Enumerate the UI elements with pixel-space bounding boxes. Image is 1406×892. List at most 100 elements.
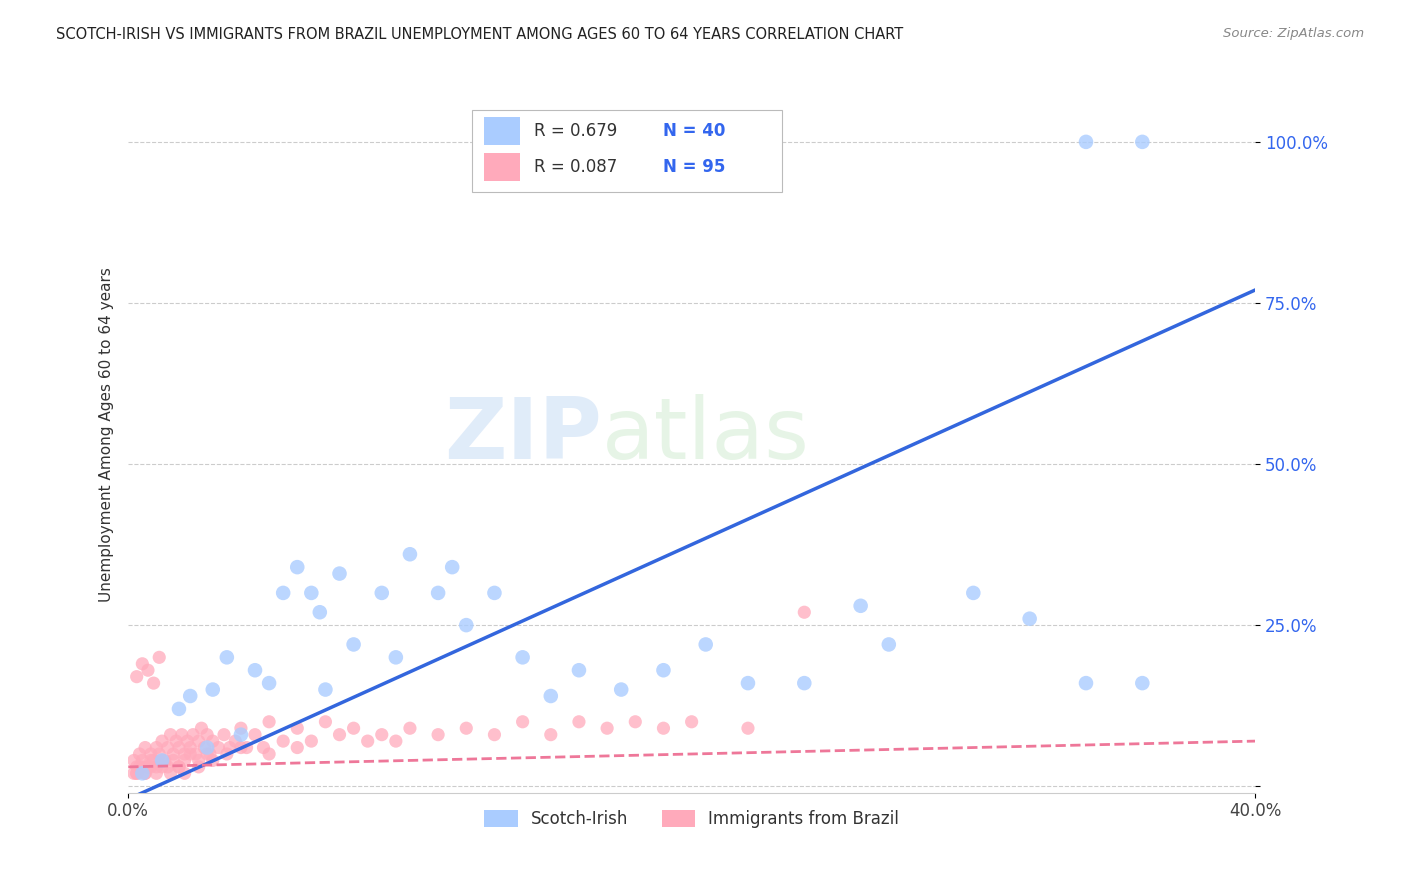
- Point: [179, 747, 201, 761]
- Point: [456, 721, 478, 735]
- Y-axis label: Unemployment Among Ages 60 to 64 years: Unemployment Among Ages 60 to 64 years: [100, 268, 114, 602]
- Point: [484, 586, 506, 600]
- Point: [484, 728, 506, 742]
- FancyBboxPatch shape: [484, 117, 520, 145]
- Point: [165, 734, 187, 748]
- Point: [170, 728, 193, 742]
- Point: [229, 721, 252, 735]
- Point: [235, 740, 257, 755]
- Point: [399, 721, 422, 735]
- Point: [441, 560, 464, 574]
- Point: [1130, 135, 1153, 149]
- Point: [218, 740, 240, 755]
- Point: [131, 766, 153, 780]
- Point: [198, 747, 221, 761]
- Point: [540, 689, 562, 703]
- Point: [229, 740, 252, 755]
- Point: [371, 586, 394, 600]
- Point: [371, 728, 394, 742]
- Point: [156, 760, 179, 774]
- Point: [328, 728, 350, 742]
- Point: [285, 560, 308, 574]
- FancyBboxPatch shape: [472, 110, 782, 192]
- Point: [145, 760, 167, 774]
- Point: [148, 747, 170, 761]
- Point: [195, 747, 218, 761]
- Point: [257, 676, 280, 690]
- Point: [342, 721, 364, 735]
- Point: [128, 747, 150, 761]
- Point: [399, 547, 422, 561]
- Point: [131, 760, 153, 774]
- Point: [512, 714, 534, 729]
- Point: [167, 760, 190, 774]
- Point: [610, 682, 633, 697]
- Point: [134, 766, 156, 780]
- Point: [385, 734, 408, 748]
- Point: [849, 599, 872, 613]
- Point: [201, 734, 224, 748]
- Point: [229, 728, 252, 742]
- Point: [252, 740, 274, 755]
- Point: [131, 754, 153, 768]
- Point: [271, 734, 294, 748]
- Point: [134, 740, 156, 755]
- Point: [257, 714, 280, 729]
- Point: [181, 728, 204, 742]
- Point: [1130, 676, 1153, 690]
- Point: [167, 702, 190, 716]
- Point: [342, 637, 364, 651]
- Point: [201, 754, 224, 768]
- Point: [193, 740, 215, 755]
- Point: [962, 586, 984, 600]
- Legend: Scotch-Irish, Immigrants from Brazil: Scotch-Irish, Immigrants from Brazil: [478, 803, 905, 834]
- Point: [125, 766, 148, 780]
- Point: [159, 766, 181, 780]
- Point: [150, 760, 173, 774]
- Point: [207, 740, 229, 755]
- Point: [139, 754, 162, 768]
- Point: [1018, 612, 1040, 626]
- Point: [793, 676, 815, 690]
- Point: [212, 728, 235, 742]
- Text: atlas: atlas: [602, 393, 810, 476]
- Point: [540, 728, 562, 742]
- Point: [179, 689, 201, 703]
- Point: [145, 766, 167, 780]
- Point: [142, 676, 165, 690]
- Point: [176, 734, 198, 748]
- Point: [162, 754, 184, 768]
- Point: [271, 586, 294, 600]
- Point: [125, 766, 148, 780]
- Point: [512, 650, 534, 665]
- Point: [357, 734, 380, 748]
- Point: [427, 728, 450, 742]
- Point: [737, 721, 759, 735]
- Point: [173, 754, 195, 768]
- Point: [145, 740, 167, 755]
- Text: Source: ZipAtlas.com: Source: ZipAtlas.com: [1223, 27, 1364, 40]
- Point: [179, 740, 201, 755]
- Text: N = 40: N = 40: [664, 122, 725, 140]
- Point: [187, 760, 209, 774]
- Text: R = 0.087: R = 0.087: [534, 158, 617, 176]
- Point: [568, 663, 591, 677]
- Text: ZIP: ZIP: [444, 393, 602, 476]
- Point: [624, 714, 647, 729]
- Point: [385, 650, 408, 665]
- Point: [215, 650, 238, 665]
- Point: [299, 586, 322, 600]
- Point: [652, 721, 675, 735]
- Point: [1074, 135, 1097, 149]
- Point: [314, 682, 336, 697]
- Point: [128, 760, 150, 774]
- Point: [162, 747, 184, 761]
- Point: [150, 734, 173, 748]
- Point: [139, 747, 162, 761]
- Point: [125, 760, 148, 774]
- Point: [187, 754, 209, 768]
- Point: [285, 740, 308, 755]
- Point: [793, 605, 815, 619]
- Point: [695, 637, 717, 651]
- Point: [122, 754, 145, 768]
